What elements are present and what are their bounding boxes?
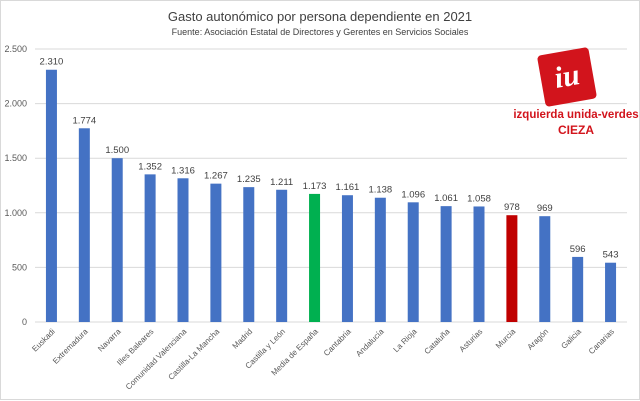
x-tick-label: Murcia [494,327,518,351]
y-tick-label: 1.500 [4,153,27,163]
logo-text: izquierda unida-verdes [513,109,639,121]
x-tick-label: Cantabria [322,327,353,358]
x-tick-label: Madrid [231,327,255,351]
bar [407,202,419,322]
data-label: 1.316 [171,165,195,176]
bar [210,183,222,322]
x-tick-label: Cataluña [423,327,452,356]
bar [539,216,551,322]
data-label: 1.173 [303,181,327,192]
x-tick-label: Andalucía [354,327,386,359]
bar [276,189,288,322]
data-label: 596 [570,244,586,255]
x-tick-label: Navarra [96,327,123,354]
data-label: 1.161 [336,182,360,193]
y-tick-label: 500 [12,262,27,272]
data-label: 1.061 [434,193,458,204]
bar [309,193,321,322]
bar [605,262,617,322]
x-tick-label: Galicia [559,327,583,351]
data-label: 1.352 [138,161,162,172]
x-tick-label: La Rioja [392,327,420,355]
y-tick-label: 1.000 [4,208,27,218]
chart-subtitle: Fuente: Asociación Estatal de Directores… [171,27,469,37]
bar [341,195,353,322]
bar [144,174,156,322]
x-tick-label: Asturias [458,327,485,354]
data-label: 1.774 [72,115,96,126]
x-tick-label: Canarias [587,327,616,356]
data-label: 1.058 [467,193,491,204]
logo-mark: iu [536,46,598,108]
y-tick-label: 2.500 [4,44,27,54]
data-label: 1.235 [237,174,261,185]
x-tick-label: Extremadura [51,327,90,366]
x-tick-label: Aragón [526,327,551,352]
bar [374,197,386,322]
data-label: 1.138 [368,185,392,196]
data-label: 1.211 [270,177,293,188]
data-label: 1.267 [204,171,228,182]
y-tick-label: 2.000 [4,99,27,109]
data-label: 2.310 [40,57,64,68]
bar [506,215,518,322]
bar [45,69,57,322]
data-label: 1.096 [401,189,425,200]
bar [111,158,123,322]
bar [78,128,90,322]
x-tick-label: Comunidad Valenciana [124,327,189,392]
y-tick-label: 0 [22,317,27,327]
logo-subtext: CIEZA [558,123,594,137]
bar [440,206,452,322]
data-label: 1.500 [105,145,129,156]
bar [177,178,189,322]
bar [572,256,584,322]
data-label: 969 [537,203,553,214]
bar [473,206,485,322]
iu-logo: iu izquierda unida-verdes CIEZA [513,46,640,151]
x-tick-label: Euskadi [30,327,57,354]
data-label: 978 [504,202,520,213]
bar [243,187,255,322]
chart-title: Gasto autonómico por persona dependiente… [167,9,473,24]
data-label: 543 [603,250,619,261]
